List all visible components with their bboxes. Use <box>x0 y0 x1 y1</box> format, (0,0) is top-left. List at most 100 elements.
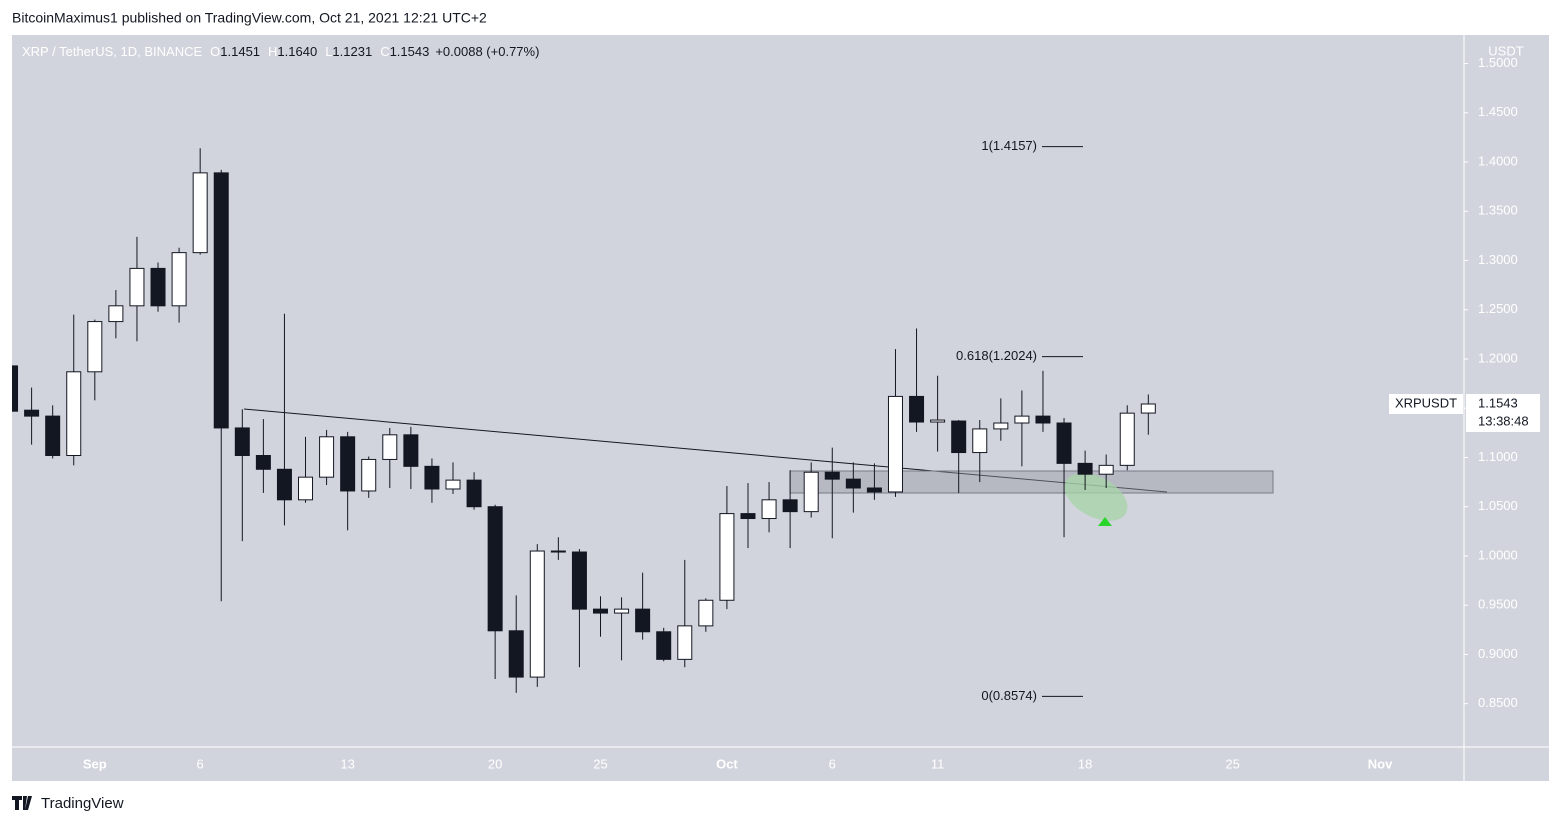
x-tick-label: 6 <box>197 756 204 771</box>
candle-body <box>213 172 229 429</box>
candle-body <box>1056 422 1072 464</box>
candle-body <box>171 252 187 307</box>
plot-area: 1(1.4157) 0.618(1.2024) 0(0.8574) <box>12 138 1274 703</box>
legend-change: +0.0088 (+0.77%) <box>435 44 539 59</box>
price-tag-symbol-box <box>1389 393 1463 414</box>
legend-text: XRP / TetherUS, 1D, BINANCE O1.1451 H1.164… <box>22 44 539 59</box>
legend-ohlc-label: C <box>380 44 389 59</box>
candle-body <box>87 321 103 373</box>
candle-body <box>1035 415 1051 424</box>
candle-body <box>319 436 335 478</box>
candle-body <box>719 513 735 601</box>
legend-symbol: XRP / TetherUS, 1D, BINANCE <box>22 44 202 59</box>
legend-ohlc-label: H <box>268 44 277 59</box>
candle-body <box>592 608 608 614</box>
candle-body <box>508 630 524 678</box>
candle-body <box>656 631 672 660</box>
trend-line <box>243 408 1168 493</box>
candle-body <box>192 172 208 254</box>
price-tag-box <box>1466 393 1540 432</box>
y-tick-label: 1.3000 <box>1478 252 1518 267</box>
candle-body <box>108 305 124 323</box>
candle-body <box>466 479 482 508</box>
price-tag-countdown: 13:38:48 <box>1478 413 1529 428</box>
y-tick-label: 1.0500 <box>1478 498 1518 513</box>
candle-body <box>129 267 145 307</box>
candle-body <box>824 471 840 480</box>
x-tick-label: Sep <box>83 756 107 771</box>
logo-icon <box>12 796 32 810</box>
x-tick-label: 18 <box>1078 756 1092 771</box>
header: BitcoinMaximus1 published on TradingView… <box>12 10 487 26</box>
candle-body <box>234 427 250 457</box>
chart-background <box>12 35 1549 781</box>
candle-body <box>12 365 19 412</box>
candle-body <box>571 551 587 610</box>
candle-body <box>1098 464 1114 475</box>
candle-body <box>340 436 356 492</box>
candle-body <box>1014 415 1030 424</box>
axis-header-mask <box>1466 36 1548 58</box>
candle-body <box>255 455 271 470</box>
y-tick-label: 0.8500 <box>1478 695 1518 710</box>
candle-body <box>866 487 882 493</box>
candle-body <box>698 599 714 627</box>
fib-label: 0.618(1.2024) <box>956 348 1037 363</box>
y-tick-label: 0.9000 <box>1478 646 1518 661</box>
candle-body <box>972 428 988 454</box>
candle-body <box>487 506 503 632</box>
candle-body <box>782 499 798 513</box>
legend-ohlc-label: O <box>210 44 220 59</box>
candle-body <box>677 625 693 660</box>
x-tick-label: 25 <box>1225 756 1239 771</box>
y-tick-label: 1.0000 <box>1478 547 1518 562</box>
candle-body <box>803 471 819 513</box>
candle-body <box>635 608 651 633</box>
candle-body <box>887 395 903 493</box>
footer-text: TradingView <box>41 795 124 812</box>
support-zone <box>789 470 1274 494</box>
fib-label: 1(1.4157) <box>981 138 1037 153</box>
candle-body <box>614 608 630 614</box>
legend-ohlc-value: 1.1543 <box>390 44 430 59</box>
legend-ohlc-value: 1.1231 <box>332 44 372 59</box>
candle-body <box>361 458 377 492</box>
price-tag-price: 1.1543 <box>1478 395 1518 410</box>
y-tick-label: 1.1000 <box>1478 449 1518 464</box>
candle-body <box>1140 403 1156 414</box>
y-tick-label: 0.9500 <box>1478 597 1518 612</box>
x-tick-label: 25 <box>593 756 607 771</box>
legend-ohlc-value: 1.1451 <box>220 44 260 59</box>
price-tag-symbol: XRPUSDT <box>1395 395 1457 410</box>
candle-body <box>445 479 461 490</box>
highlight-ellipse <box>1064 473 1128 521</box>
legend: XRP / TetherUS, 1D, BINANCE O1.1451 H1.164… <box>22 44 539 59</box>
x-tick-label: 13 <box>340 756 354 771</box>
x-tick-label: 6 <box>829 756 836 771</box>
fib-label: 0(0.8574) <box>981 688 1037 703</box>
y-axis-label: USDT <box>1488 43 1523 58</box>
y-tick-label: 1.4500 <box>1478 104 1518 119</box>
x-tick-label: Nov <box>1368 756 1393 771</box>
candle-body <box>740 513 756 520</box>
y-tick-label: 1.2500 <box>1478 301 1518 316</box>
up-arrow <box>1098 517 1112 526</box>
y-tick-label: 1.3500 <box>1478 203 1518 218</box>
candle-body <box>298 476 314 501</box>
y-tick-label: 1.5000 <box>1478 55 1518 70</box>
candle-body <box>24 409 40 417</box>
candle-body <box>529 550 545 678</box>
candle-body <box>550 550 566 553</box>
candle-body <box>951 420 967 454</box>
candle-body <box>845 478 861 489</box>
candle-body <box>150 267 166 307</box>
candle-body <box>993 422 1009 430</box>
candle-body <box>403 434 419 467</box>
footer-logo: TradingView <box>12 795 124 812</box>
x-tick-label: 20 <box>488 756 502 771</box>
x-tick-label: Oct <box>716 756 738 771</box>
candle-body <box>761 499 777 520</box>
legend-ohlc-value: 1.1640 <box>277 44 317 59</box>
